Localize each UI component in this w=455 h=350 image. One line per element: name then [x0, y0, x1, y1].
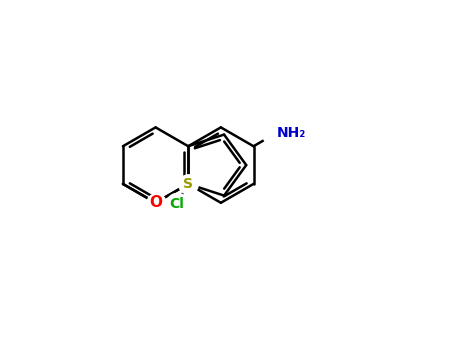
- Text: Cl: Cl: [169, 196, 184, 210]
- Text: NH₂: NH₂: [276, 126, 306, 140]
- Text: S: S: [183, 177, 193, 191]
- Text: O: O: [149, 195, 162, 210]
